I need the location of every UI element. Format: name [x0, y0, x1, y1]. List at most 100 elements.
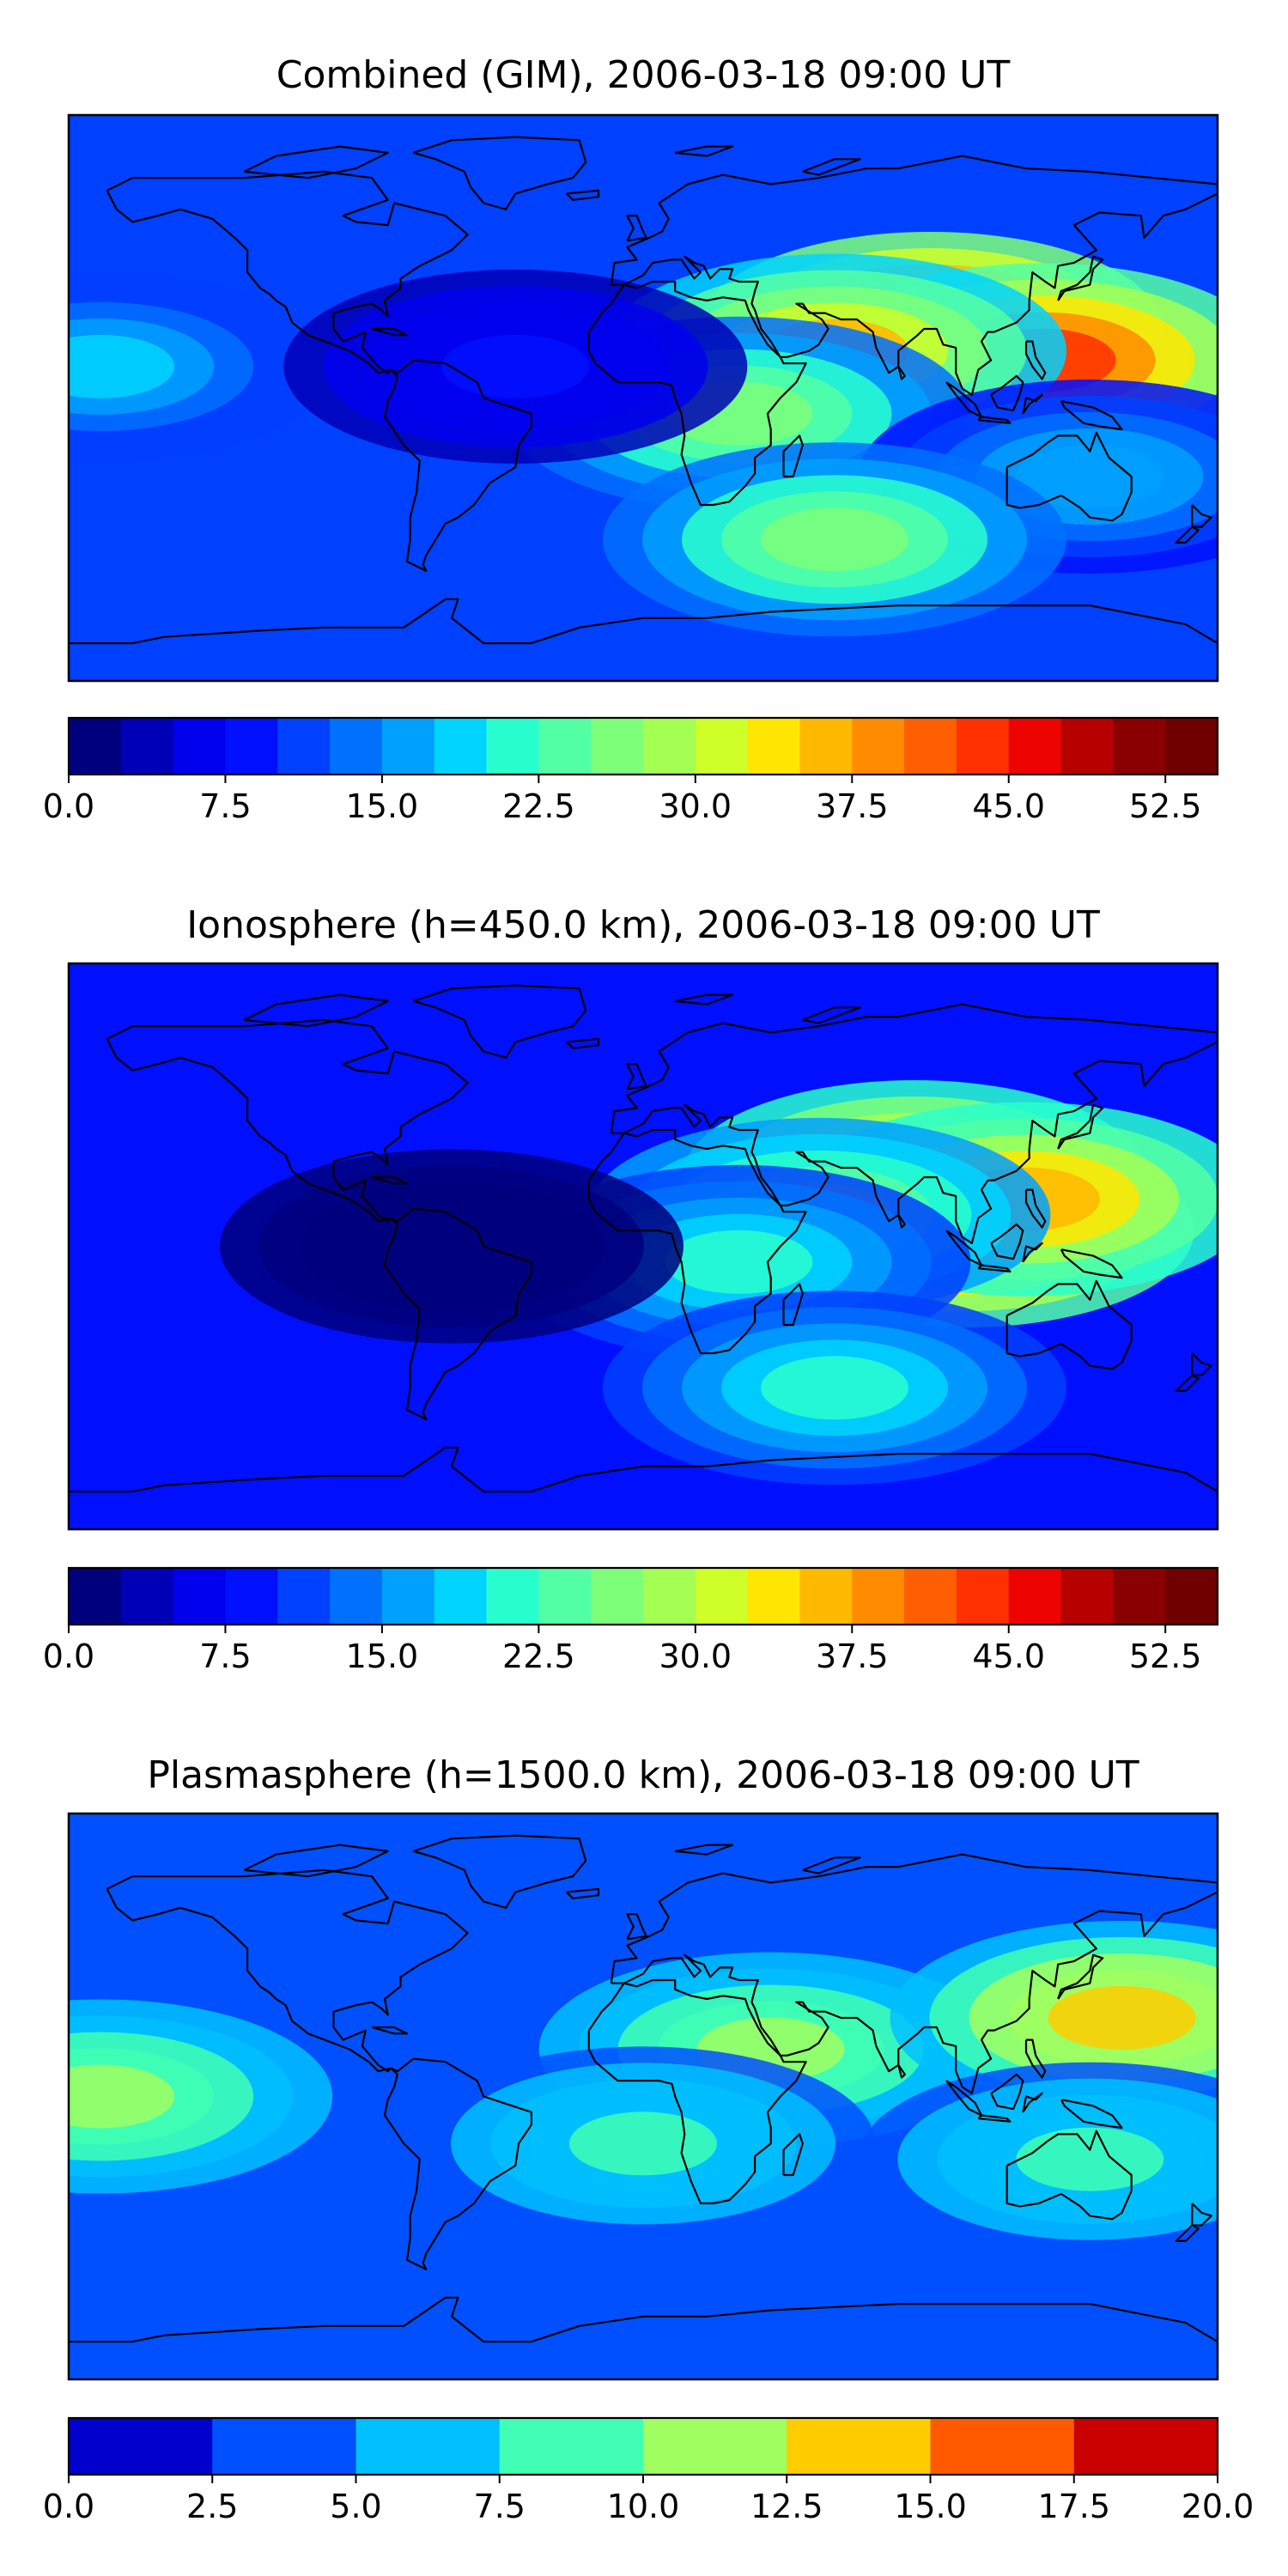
coastline — [69, 2296, 1218, 2343]
colorbar-swatch — [486, 1568, 539, 1625]
colorbar-tick-label: 30.0 — [659, 1637, 732, 1675]
colorbar-tick-label: 10.0 — [607, 2488, 680, 2525]
tec-feature-ring — [1048, 1985, 1196, 2050]
coastline — [1024, 1188, 1047, 1229]
coastline — [1175, 1374, 1200, 1392]
colorbar-tick-label: 22.5 — [502, 787, 575, 825]
map-frame — [67, 962, 1219, 1531]
colorbar-swatch — [1008, 1568, 1062, 1625]
colorbar-swatch — [904, 1568, 957, 1625]
coastline — [1057, 1103, 1104, 1150]
colorbar-swatch — [212, 2418, 356, 2475]
coastline — [106, 170, 469, 374]
colorbar-tick-label: 45.0 — [972, 787, 1045, 825]
colorbar-swatch — [1060, 1568, 1114, 1625]
colorbar-tick-label: 15.0 — [894, 2488, 967, 2525]
colorbar-tick-label: 17.5 — [1037, 2488, 1110, 2525]
map-plot-area — [69, 115, 1218, 681]
coastline — [626, 1063, 647, 1091]
map-plot-area — [69, 1814, 1218, 2379]
coastline — [243, 145, 389, 179]
coastline — [1191, 504, 1212, 528]
coastline — [566, 1887, 600, 1899]
colorbar-swatch — [1008, 718, 1062, 775]
colorbar — [67, 716, 1219, 776]
tec-feature-ring — [69, 2064, 175, 2129]
colorbar-swatch — [591, 1568, 644, 1625]
coastline — [69, 598, 1218, 645]
coastline — [610, 1853, 1218, 2094]
coastline — [243, 993, 389, 1028]
colorbar-swatch — [852, 1568, 905, 1625]
colorbar-tick-label: 15.0 — [346, 787, 419, 825]
coastline — [383, 2057, 532, 2270]
colorbar-tick-label: 45.0 — [972, 1637, 1045, 1675]
colorbar-swatch — [591, 718, 644, 775]
coastline — [977, 1264, 1012, 1273]
coastline — [782, 2133, 804, 2177]
colorbar-tick-label: 0.0 — [43, 1637, 94, 1675]
coastline — [897, 366, 906, 380]
tec-contours — [69, 1921, 1218, 2257]
coastline — [674, 1844, 734, 1856]
colorbar-swatch — [69, 1568, 122, 1625]
coastline — [587, 1978, 807, 2205]
chart-title: Plasmasphere (h=1500.0 km), 2006-03-18 0… — [147, 1753, 1139, 1797]
coastline — [371, 1176, 409, 1185]
coastline — [802, 158, 861, 176]
colorbar-tick-label: 2.5 — [186, 2488, 238, 2525]
coastline — [1005, 431, 1133, 522]
coastline — [1022, 2092, 1043, 2113]
coastline — [413, 136, 587, 210]
colorbar-swatch — [499, 2418, 644, 2475]
coastlines — [69, 984, 1218, 1493]
coastline — [990, 374, 1024, 412]
colorbar-tick-label: 7.5 — [474, 2488, 526, 2525]
colorbar-swatch — [643, 1568, 696, 1625]
colorbar-tick-label: 0.0 — [43, 787, 94, 825]
coastline — [1057, 255, 1104, 301]
coastline — [1060, 1249, 1123, 1279]
colorbar-ticks: 0.0 7.5 15.0 22.5 30.0 37.5 45.0 52.5 — [43, 775, 1201, 825]
colorbar-tick-label: 5.0 — [330, 2488, 381, 2525]
colorbar-swatch — [381, 1568, 435, 1625]
coastline — [897, 1214, 906, 1229]
map-frame — [67, 113, 1219, 683]
colorbar-swatch — [695, 1568, 749, 1625]
colorbar-swatch — [277, 1568, 331, 1625]
coastline — [674, 993, 734, 1005]
tec-feature-ring — [69, 334, 175, 398]
coastline — [1024, 340, 1047, 380]
colorbar-swatch — [1165, 1568, 1218, 1625]
coastline — [977, 2114, 1012, 2123]
coastline — [802, 1856, 861, 1874]
colorbar-tick-label: 7.5 — [199, 787, 251, 825]
colorbar-swatch — [434, 1568, 488, 1625]
coastline — [413, 1834, 587, 1909]
colorbar-swatch — [930, 2418, 1075, 2475]
coastline — [1191, 2202, 1212, 2227]
colorbar-swatch — [695, 718, 749, 775]
colorbar-swatch — [120, 1568, 174, 1625]
colorbar-swatch — [538, 718, 592, 775]
colorbar-swatch — [355, 2418, 501, 2475]
colorbar-swatch — [69, 2418, 213, 2475]
coastline — [1022, 393, 1043, 415]
colorbar-swatch — [1073, 2418, 1218, 2475]
coastline — [371, 327, 409, 337]
map-frame — [67, 1812, 1219, 2381]
coastline — [626, 215, 647, 242]
coastline — [106, 1868, 469, 2073]
coastline — [243, 1844, 389, 1878]
coastline — [674, 145, 734, 157]
coastline — [1175, 526, 1200, 544]
coastline — [990, 1223, 1024, 1261]
colorbar-tick-label: 22.5 — [502, 1637, 575, 1675]
chart-title: Ionosphere (h=450.0 km), 2006-03-18 09:0… — [186, 903, 1100, 947]
colorbar-swatch — [1113, 1568, 1166, 1625]
coastline — [69, 1446, 1218, 1493]
colorbar-swatch — [1060, 718, 1114, 775]
colorbar-frame — [67, 716, 1219, 776]
coastline — [566, 189, 600, 201]
map-plot-area — [69, 963, 1218, 1529]
